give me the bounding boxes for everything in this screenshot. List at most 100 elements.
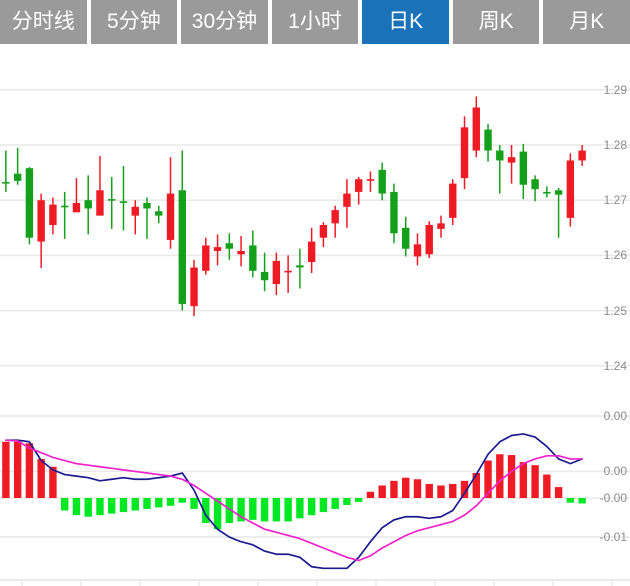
macd-histogram-bar[interactable] bbox=[143, 498, 151, 509]
macd-histogram-bar[interactable] bbox=[378, 485, 386, 499]
macd-histogram-bar[interactable] bbox=[484, 460, 492, 498]
macd-histogram-bar[interactable] bbox=[519, 462, 528, 498]
candle[interactable] bbox=[2, 150, 10, 192]
candle[interactable] bbox=[72, 178, 81, 213]
chart-plot-area[interactable] bbox=[0, 44, 630, 586]
candle[interactable] bbox=[307, 227, 316, 274]
candle[interactable] bbox=[378, 162, 386, 201]
candle[interactable] bbox=[272, 252, 281, 296]
macd-histogram-bar[interactable] bbox=[166, 498, 175, 506]
tab-5min[interactable]: 5分钟 bbox=[90, 0, 178, 44]
candle[interactable] bbox=[213, 234, 222, 266]
candle[interactable] bbox=[178, 150, 186, 311]
macd-histogram-bar[interactable] bbox=[343, 498, 351, 506]
macd-histogram-bar[interactable] bbox=[119, 498, 128, 513]
macd-histogram-bar[interactable] bbox=[25, 443, 34, 498]
macd-histogram-bar[interactable] bbox=[284, 498, 292, 522]
macd-histogram-bar[interactable] bbox=[543, 474, 551, 498]
macd-histogram-bar[interactable] bbox=[202, 498, 210, 523]
candle[interactable] bbox=[402, 216, 410, 257]
tab-1hour[interactable]: 1小时 bbox=[271, 0, 359, 44]
candle[interactable] bbox=[190, 259, 198, 317]
macd-histogram-bar[interactable] bbox=[496, 454, 504, 498]
macd-histogram-bar[interactable] bbox=[578, 498, 586, 504]
candle[interactable] bbox=[578, 145, 586, 166]
macd-histogram-bar[interactable] bbox=[190, 498, 198, 509]
macd-histogram-bar[interactable] bbox=[131, 498, 139, 511]
candle[interactable] bbox=[49, 197, 57, 235]
candle[interactable] bbox=[531, 175, 539, 202]
candle[interactable] bbox=[143, 197, 151, 239]
macd-histogram-bar[interactable] bbox=[108, 498, 116, 514]
macd-histogram-bar[interactable] bbox=[472, 473, 480, 498]
macd-histogram-bar[interactable] bbox=[249, 498, 257, 520]
candle[interactable] bbox=[13, 147, 22, 185]
candle[interactable] bbox=[131, 200, 139, 235]
macd-histogram-bar[interactable] bbox=[507, 455, 516, 498]
macd-histogram-bar[interactable] bbox=[72, 498, 81, 516]
candle[interactable] bbox=[460, 116, 469, 190]
chart-canvas[interactable] bbox=[0, 44, 630, 586]
candle[interactable] bbox=[484, 124, 492, 162]
tab-weekly-k[interactable]: 周K bbox=[452, 0, 540, 44]
candle[interactable] bbox=[319, 222, 328, 248]
candle[interactable] bbox=[519, 143, 528, 200]
candle[interactable] bbox=[331, 205, 339, 238]
candle[interactable] bbox=[84, 175, 92, 235]
candle[interactable] bbox=[472, 96, 480, 158]
candle[interactable] bbox=[25, 167, 34, 245]
candlestick-series[interactable] bbox=[2, 96, 586, 317]
candle[interactable] bbox=[249, 230, 257, 278]
candle[interactable] bbox=[260, 252, 269, 292]
candle[interactable] bbox=[343, 179, 351, 228]
candle[interactable] bbox=[60, 191, 69, 239]
macd-histogram-series[interactable] bbox=[2, 441, 586, 530]
candle[interactable] bbox=[96, 156, 104, 216]
macd-histogram-bar[interactable] bbox=[49, 466, 57, 498]
macd-histogram-bar[interactable] bbox=[96, 498, 104, 516]
macd-histogram-bar[interactable] bbox=[390, 480, 398, 498]
macd-histogram-bar[interactable] bbox=[402, 477, 410, 498]
macd-histogram-bar[interactable] bbox=[296, 498, 304, 519]
macd-histogram-bar[interactable] bbox=[155, 498, 163, 508]
macd-histogram-bar[interactable] bbox=[60, 498, 69, 511]
candle[interactable] bbox=[202, 237, 210, 275]
candle[interactable] bbox=[366, 171, 375, 192]
candle[interactable] bbox=[554, 188, 563, 238]
candle[interactable] bbox=[225, 233, 234, 260]
candle[interactable] bbox=[166, 157, 175, 249]
macd-histogram-bar[interactable] bbox=[354, 498, 363, 502]
candle[interactable] bbox=[543, 186, 551, 198]
candle[interactable] bbox=[354, 177, 363, 205]
macd-histogram-bar[interactable] bbox=[449, 483, 457, 498]
macd-histogram-bar[interactable] bbox=[37, 458, 45, 498]
tab-daily-k[interactable]: 日K bbox=[362, 0, 449, 44]
macd-histogram-bar[interactable] bbox=[531, 465, 539, 498]
candle[interactable] bbox=[566, 153, 575, 227]
macd-histogram-bar[interactable] bbox=[178, 498, 186, 503]
tab-30min[interactable]: 30分钟 bbox=[181, 0, 268, 44]
macd-histogram-bar[interactable] bbox=[331, 498, 339, 509]
candle[interactable] bbox=[507, 145, 516, 184]
macd-histogram-bar[interactable] bbox=[260, 498, 269, 522]
macd-histogram-bar[interactable] bbox=[225, 498, 234, 523]
macd-histogram-bar[interactable] bbox=[425, 483, 433, 498]
macd-histogram-bar[interactable] bbox=[213, 498, 222, 530]
macd-histogram-bar[interactable] bbox=[84, 498, 92, 517]
macd-histogram-bar[interactable] bbox=[413, 479, 422, 498]
candle[interactable] bbox=[119, 165, 128, 231]
macd-histogram-bar[interactable] bbox=[437, 485, 445, 499]
candle[interactable] bbox=[237, 236, 245, 267]
candle[interactable] bbox=[437, 215, 445, 238]
candle[interactable] bbox=[37, 193, 45, 269]
macd-histogram-bar[interactable] bbox=[2, 441, 10, 498]
candle[interactable] bbox=[413, 233, 422, 266]
candle[interactable] bbox=[496, 145, 504, 194]
candle[interactable] bbox=[284, 255, 292, 293]
tab-intraday[interactable]: 分时线 bbox=[0, 0, 87, 44]
candle[interactable] bbox=[296, 248, 304, 289]
macd-histogram-bar[interactable] bbox=[319, 498, 328, 513]
macd-histogram-bar[interactable] bbox=[13, 441, 22, 498]
macd-histogram-bar[interactable] bbox=[460, 480, 469, 498]
candle[interactable] bbox=[155, 205, 163, 224]
